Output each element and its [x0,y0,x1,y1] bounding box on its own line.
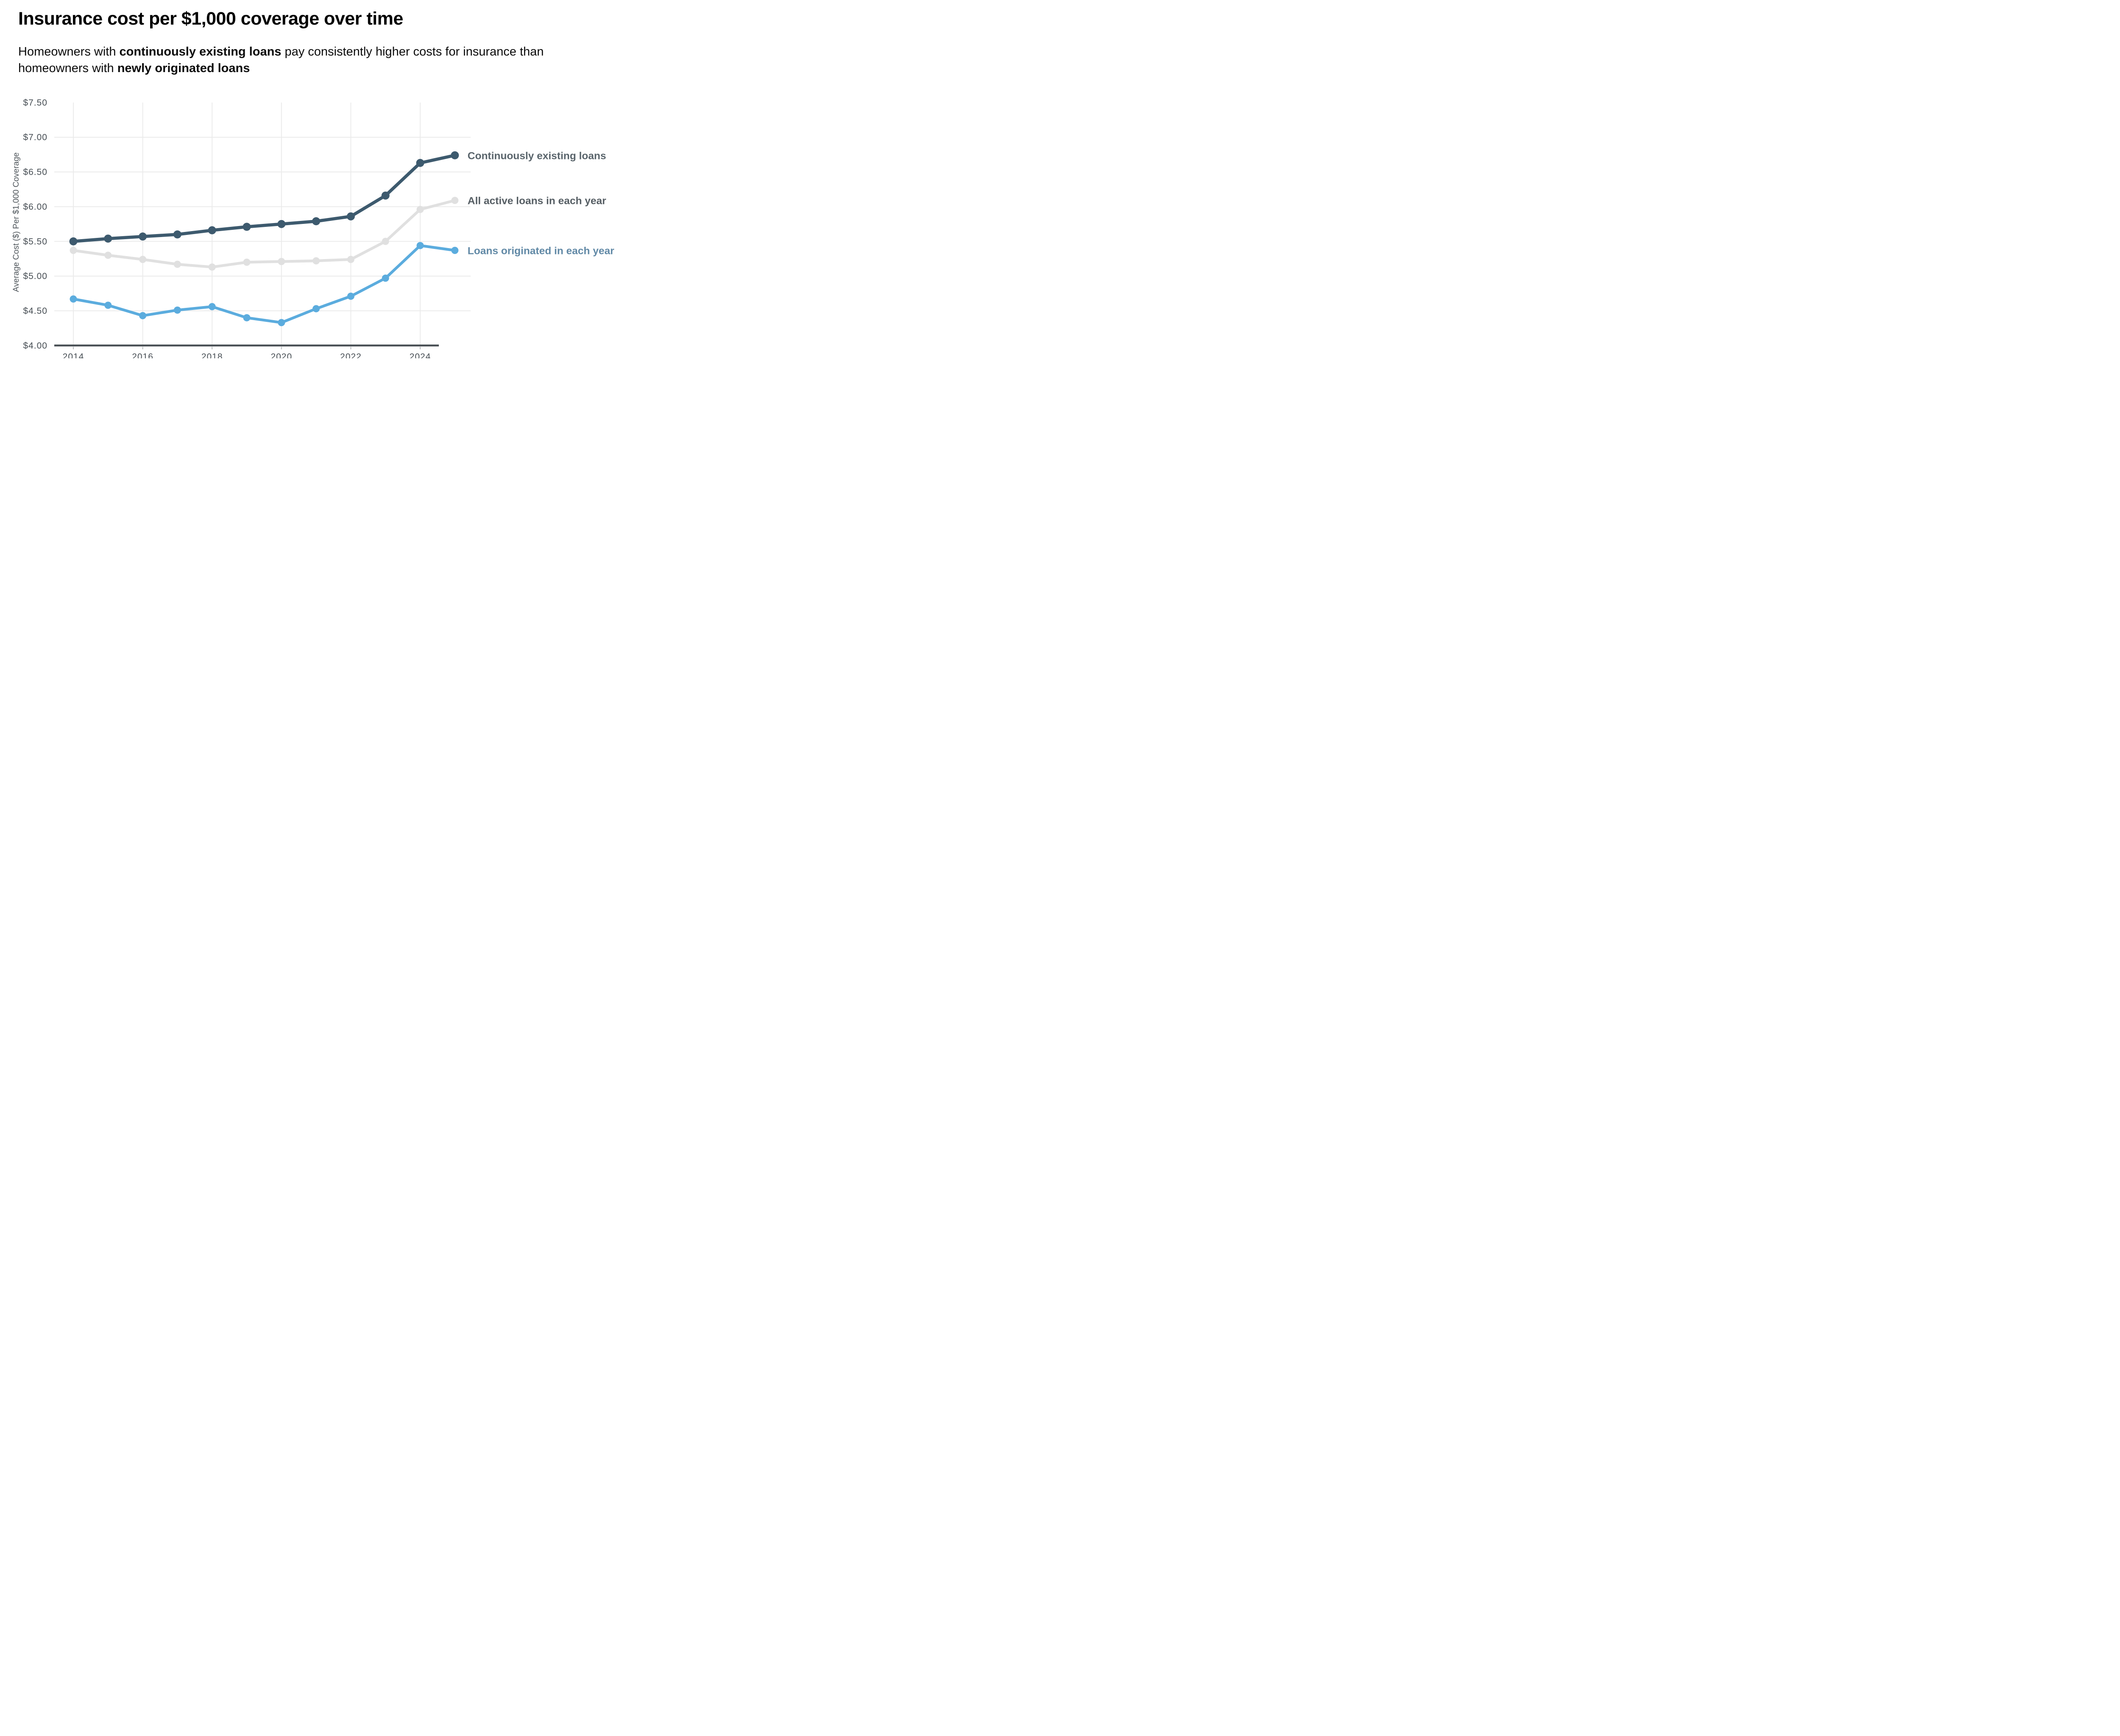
data-point [70,295,77,303]
data-point [416,242,424,249]
data-point [416,159,424,167]
data-point [278,319,285,327]
data-point [173,306,181,314]
series-line-1 [72,154,457,243]
x-tick-label: 2014 [63,352,84,358]
y-tick-label: $7.00 [23,133,47,142]
data-point [69,237,78,246]
data-point [312,305,320,313]
insurance-cost-chart-page: Insurance cost per $1,000 coverage over … [0,0,651,358]
chart-subtitle: Homeowners with continuously existing lo… [18,44,561,77]
subtitle-text-mid: pay consistently higher costs for insura… [18,45,544,75]
x-tick-label: 2024 [410,352,431,358]
data-point [243,314,251,321]
data-point [173,230,181,239]
x-tick-label: 2016 [132,352,153,358]
page-title: Insurance cost per $1,000 coverage over … [18,8,403,29]
series-line-3 [72,244,457,324]
data-point [381,191,390,200]
subtitle-bold-continuously-existing: continuously existing loans [119,45,282,59]
data-point [382,237,389,245]
data-point [208,303,216,310]
data-point [173,260,181,268]
data-point [243,258,251,266]
data-point [104,234,112,243]
subtitle-bold-newly-originated: newly originated loans [117,61,250,75]
data-point [347,256,354,263]
line-chart: $7.50 $7.00 $6.50 $6.00 $5.50 $5.00 $4.50 $4.00… [12,98,614,358]
series-line-2 [72,199,457,269]
data-point [104,251,112,259]
data-point [451,247,459,254]
data-point [104,301,112,309]
x-tick-label: 2022 [340,352,362,358]
data-point [243,223,251,231]
y-tick-label: $4.50 [23,306,47,316]
data-point [139,256,147,263]
subtitle-text-pre: Homeowners with [18,45,120,59]
data-point [278,258,285,265]
series-label-1: Continuously existing loans [468,150,606,162]
data-point [416,206,424,213]
data-point [139,232,147,241]
data-point [208,226,216,234]
data-point [139,312,147,319]
y-tick-label: $4.00 [23,341,47,351]
y-tick-label: $6.50 [23,167,47,177]
y-tick-label: $5.00 [23,271,47,281]
y-tick-label: $6.00 [23,202,47,212]
data-point [451,151,459,159]
data-point [451,197,459,204]
data-point [347,293,354,300]
data-point [208,263,216,271]
data-point [277,220,286,228]
x-tick-label: 2018 [201,352,223,358]
data-point [70,247,77,254]
y-axis-title: Average Cost ($) Per $1,000 Coverage [12,152,21,292]
data-point [312,217,321,226]
series-label-2: All active loans in each year [468,195,606,207]
data-point [346,212,355,220]
data-point [312,257,320,265]
y-tick-label: $7.50 [23,98,47,108]
y-tick-label: $5.50 [23,237,47,246]
data-point [382,274,389,282]
x-tick-label: 2020 [271,352,292,358]
series-label-3: Loans originated in each year [468,246,614,257]
